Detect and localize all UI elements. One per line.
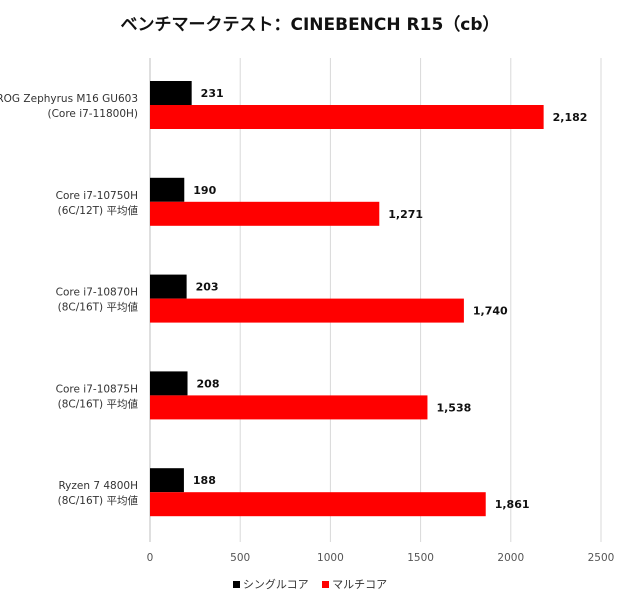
- data-label: 1,740: [473, 305, 508, 318]
- category-label: Core i7-10750H: [56, 190, 138, 202]
- data-label: 1,538: [436, 401, 471, 414]
- category-label: Ryzen 7 4800H: [58, 480, 138, 492]
- chart-title: ベンチマークテスト：CINEBENCH R15（cb）: [120, 15, 500, 35]
- data-label: 1,861: [495, 498, 530, 511]
- bar-single-core: [150, 274, 187, 299]
- category-label: (Core i7-11800H): [47, 108, 138, 120]
- legend-item-single: シングルコア: [232, 576, 309, 592]
- category-label: (8C/16T) 平均値: [58, 301, 139, 314]
- bar-multi-core: [150, 201, 380, 226]
- category-label: Core i7-10870H: [56, 287, 138, 299]
- data-label: 203: [196, 281, 219, 294]
- data-label: 1,271: [388, 208, 423, 221]
- data-label: 208: [197, 377, 220, 390]
- data-label: 2,182: [553, 111, 588, 124]
- bar-single-core: [150, 177, 185, 202]
- bar-multi-core: [150, 492, 486, 517]
- data-label: 231: [201, 87, 224, 100]
- x-tick-label: 1500: [407, 552, 434, 564]
- data-label: 188: [193, 474, 216, 487]
- bar-multi-core: [150, 298, 464, 323]
- chart-legend: シングルコア マルチコア: [0, 576, 620, 592]
- x-tick-label: 2000: [497, 552, 524, 564]
- category-label: (6C/12T) 平均値: [58, 204, 139, 217]
- bar-single-core: [150, 371, 188, 396]
- x-tick-label: 500: [230, 552, 250, 564]
- x-tick-label: 0: [147, 552, 154, 564]
- category-label: (8C/16T) 平均値: [58, 397, 139, 410]
- x-tick-label: 2500: [588, 552, 615, 564]
- legend-swatch-single: [232, 580, 240, 588]
- legend-label-single: シングルコア: [242, 578, 309, 591]
- category-label: Core i7-10875H: [56, 383, 138, 395]
- data-label: 190: [193, 184, 216, 197]
- legend-label-multi: マルチコア: [332, 578, 388, 591]
- category-label: ROG Zephyrus M16 GU603: [0, 93, 138, 105]
- legend-item-multi: マルチコア: [322, 576, 387, 592]
- bar-single-core: [150, 81, 192, 105]
- bar-multi-core: [150, 105, 544, 129]
- bar-single-core: [150, 468, 184, 493]
- bar-multi-core: [150, 395, 428, 420]
- legend-swatch-multi: [322, 580, 330, 588]
- x-tick-label: 1000: [317, 552, 344, 564]
- category-label: (8C/16T) 平均値: [58, 494, 139, 507]
